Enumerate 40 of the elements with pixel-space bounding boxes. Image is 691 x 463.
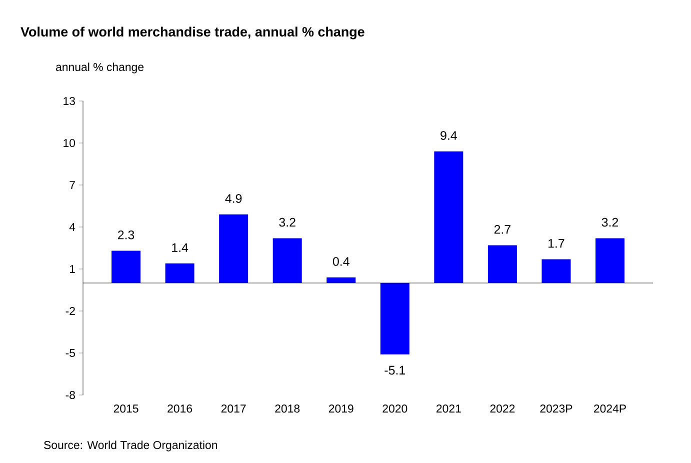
data-label: 0.4 bbox=[332, 257, 350, 266]
x-tick-label: 2024P bbox=[594, 404, 626, 413]
data-label: 2.7 bbox=[494, 224, 510, 234]
bar bbox=[380, 283, 410, 354]
y-tick-label: -5 bbox=[66, 349, 75, 357]
bar bbox=[595, 238, 624, 283]
bar bbox=[272, 238, 302, 283]
data-label: 4.9 bbox=[225, 194, 242, 203]
x-tick-label: 2020 bbox=[382, 404, 408, 413]
data-label: -5.1 bbox=[384, 366, 406, 375]
bar bbox=[112, 250, 141, 283]
x-tick-label: 2019 bbox=[328, 404, 354, 413]
x-tick-label: 2016 bbox=[168, 404, 192, 413]
x-tick-label: 2021 bbox=[436, 404, 461, 413]
y-tick-label: 4 bbox=[69, 223, 76, 231]
x-tick-label: 2017 bbox=[221, 404, 246, 413]
y-tick-label: 13 bbox=[64, 96, 75, 106]
y-tick-label: -8 bbox=[66, 390, 75, 400]
data-label: 1.4 bbox=[172, 243, 188, 252]
x-tick-label: 2015 bbox=[114, 404, 138, 413]
data-label: 3.2 bbox=[602, 218, 618, 227]
data-label: 1.7 bbox=[548, 239, 564, 248]
y-axis-title: annual % change bbox=[56, 62, 144, 74]
data-label: 3.2 bbox=[279, 218, 296, 227]
bar bbox=[434, 151, 464, 283]
y-tick-label: 7 bbox=[70, 181, 75, 189]
data-label: 2.3 bbox=[118, 230, 134, 240]
x-tick-label: 2022 bbox=[490, 404, 515, 413]
x-tick-label: 2023P bbox=[540, 404, 572, 413]
data-label: 9.4 bbox=[440, 131, 457, 140]
bar bbox=[542, 259, 571, 283]
chart-title: Volume of world merchandise trade, annual % change bbox=[20, 26, 364, 40]
y-tick-label: -2 bbox=[66, 307, 75, 315]
bar bbox=[488, 245, 517, 283]
y-tick-label: 10 bbox=[64, 138, 76, 148]
source-note: Source: World Trade Organization bbox=[44, 440, 218, 452]
x-tick-label: 2018 bbox=[275, 404, 300, 413]
y-tick-label: 1 bbox=[70, 265, 75, 273]
bar bbox=[219, 214, 248, 283]
bar bbox=[165, 263, 194, 283]
